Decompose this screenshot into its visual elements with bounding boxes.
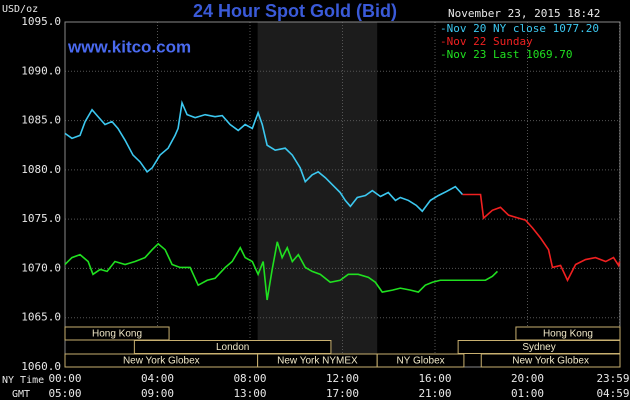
session-label: NY Globex (396, 356, 444, 367)
session-label: Hong Kong (543, 329, 593, 340)
session-box (376, 353, 465, 368)
site-label: www.kitco.com (67, 37, 191, 56)
x-tick-label: 08:00 (233, 372, 266, 385)
x-tick-label: 00:00 (48, 372, 81, 385)
x2-tick-label: 17:00 (326, 387, 359, 400)
legend-entry: -Nov 23 Last 1069.70 (440, 48, 572, 61)
legend-entry: -Nov 22 Sunday (440, 35, 533, 48)
y-tick-label: 1065.0 (21, 311, 61, 324)
x-tick-label: 04:00 (141, 372, 174, 385)
session-box (480, 353, 621, 368)
x-tick-label: 12:00 (326, 372, 359, 385)
x2-tick-label: 05:00 (48, 387, 81, 400)
y-tick-label: 1095.0 (21, 15, 61, 28)
y-tick-label: 1080.0 (21, 163, 61, 176)
y-tick-label: 1070.0 (21, 261, 61, 274)
session-box (64, 326, 170, 341)
session-label: New York Globex (123, 356, 200, 367)
session-label: Hong Kong (92, 329, 142, 340)
x2-tick-label: 21:00 (418, 387, 451, 400)
x2-axis-label: GMT (12, 389, 30, 400)
x2-tick-label: 13:00 (233, 387, 266, 400)
session-label: New York NYMEX (277, 356, 358, 367)
session-label: London (216, 342, 249, 353)
legend-entry: -Nov 20 NY close 1077.20 (440, 22, 599, 35)
x-tick-label: 16:00 (418, 372, 451, 385)
timestamp: November 23, 2015 18:42 (448, 7, 600, 20)
x-axis-label: NY Time (2, 375, 44, 386)
y-axis-label: USD/oz (2, 4, 38, 15)
nymex-shade (257, 22, 378, 367)
price-line (64, 241, 498, 301)
y-tick-label: 1090.0 (21, 64, 61, 77)
price-line (462, 193, 621, 283)
x2-tick-label: 04:59 (596, 387, 629, 400)
x2-tick-label: 09:00 (141, 387, 174, 400)
price-line (64, 99, 464, 213)
y-tick-label: 1075.0 (21, 212, 61, 225)
y-tick-label: 1060.0 (21, 360, 61, 373)
x-tick-label: 20:00 (511, 372, 544, 385)
session-label: Sydney (522, 342, 555, 353)
x2-tick-label: 01:00 (511, 387, 544, 400)
session-label: New York Globex (512, 356, 589, 367)
x-tick-label: 23:59 (596, 372, 629, 385)
chart-title: 24 Hour Spot Gold (Bid) (193, 1, 397, 21)
y-tick-label: 1085.0 (21, 114, 61, 127)
